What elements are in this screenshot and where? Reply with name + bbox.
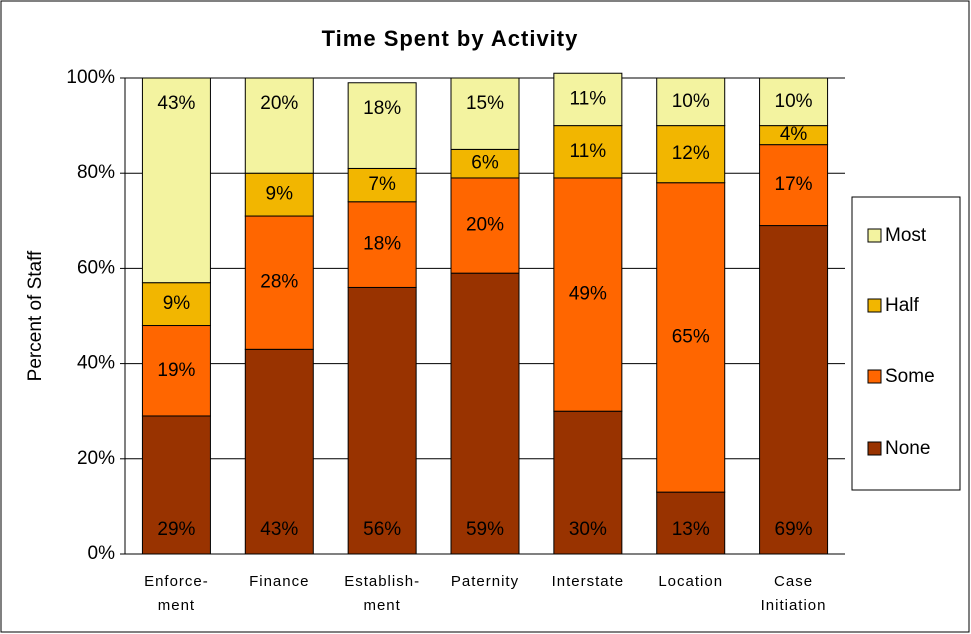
data-label: 18% — [363, 98, 401, 119]
bar-segment — [347, 82, 417, 169]
bar-segment — [656, 77, 726, 127]
data-label: 43% — [157, 93, 195, 114]
legend-swatch — [867, 298, 882, 313]
data-label: 11% — [570, 141, 607, 162]
data-label: 12% — [672, 143, 710, 164]
data-label: 20% — [260, 93, 298, 114]
legend-swatch — [867, 228, 882, 243]
bar-segment — [450, 272, 520, 555]
data-label: 15% — [466, 93, 504, 114]
legend-swatch — [867, 369, 882, 384]
bar-segment — [656, 491, 726, 555]
data-label: 29% — [157, 519, 195, 540]
data-label: 9% — [163, 293, 191, 314]
data-label: 18% — [363, 234, 401, 255]
y-tick-label: 20% — [77, 448, 115, 469]
bar-segment — [656, 125, 726, 184]
chart-title: Time Spent by Activity — [322, 26, 579, 51]
data-label: 6% — [471, 153, 499, 174]
data-label: 43% — [260, 519, 298, 540]
bar-segment — [141, 282, 211, 327]
data-label: 30% — [569, 519, 607, 540]
x-tick-label: Enforce-ment — [144, 573, 209, 614]
data-label: 10% — [775, 91, 813, 112]
bar-segment — [450, 148, 520, 179]
bar-segment — [759, 77, 829, 127]
bar-segment — [141, 325, 211, 417]
y-tick-label: 0% — [88, 543, 116, 564]
bar-segment — [553, 125, 623, 179]
bar-segment — [244, 172, 314, 217]
y-tick-label: 40% — [77, 353, 115, 374]
bar-segment — [347, 286, 417, 555]
legend-label: Most — [885, 225, 927, 246]
x-tick-label: Finance — [249, 573, 309, 590]
bar-segment — [656, 182, 726, 493]
data-label: 20% — [466, 215, 504, 236]
x-tick-label: Interstate — [552, 573, 625, 590]
legend-box — [851, 196, 961, 491]
bar-segment — [141, 77, 211, 284]
data-label: 4% — [780, 124, 808, 145]
data-label: 49% — [569, 284, 607, 305]
bar-segment — [450, 177, 520, 274]
data-label: 19% — [157, 360, 195, 381]
data-label: 59% — [466, 519, 504, 540]
bar-segment — [244, 77, 314, 174]
data-label: 11% — [570, 88, 607, 109]
x-tick-label: Case Initiation — [761, 573, 827, 614]
y-tick-label: 60% — [77, 257, 115, 278]
bar-segment — [553, 177, 623, 412]
bar-segment — [244, 348, 314, 555]
y-tick-label: 80% — [77, 162, 115, 183]
data-label: 69% — [775, 519, 813, 540]
legend-label: Some — [885, 366, 935, 387]
data-label: 65% — [672, 326, 710, 347]
x-tick-label: Establish-ment — [344, 573, 420, 614]
legend-label: Half — [885, 295, 920, 316]
x-tick-label: Paternity — [451, 573, 519, 590]
x-tick-label: Location — [658, 573, 723, 590]
bar-segment — [553, 72, 623, 127]
data-label: 13% — [672, 519, 710, 540]
data-label: 10% — [672, 91, 710, 112]
y-tick-label: 100% — [66, 67, 115, 88]
data-label: 7% — [368, 174, 396, 195]
bar-segment — [553, 410, 623, 555]
data-label: 28% — [260, 272, 298, 293]
bar-segment — [347, 201, 417, 288]
data-label: 56% — [363, 519, 401, 540]
bar-segment — [450, 77, 520, 150]
data-label: 17% — [775, 174, 813, 195]
legend-swatch — [867, 441, 882, 456]
bar-segment — [759, 144, 829, 227]
legend-label: None — [885, 438, 930, 459]
bar-segment — [759, 225, 829, 555]
data-label: 9% — [266, 184, 294, 205]
y-axis-label: Percent of Staff — [25, 250, 46, 381]
